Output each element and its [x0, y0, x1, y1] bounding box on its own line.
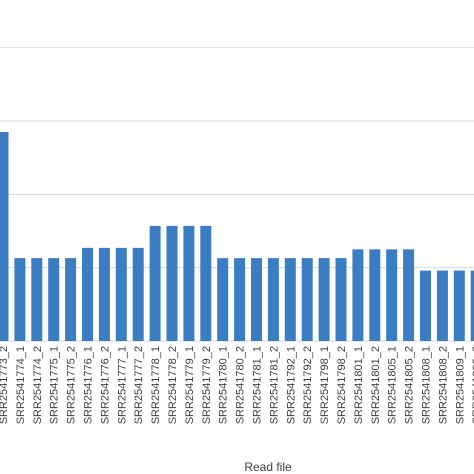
x-tick-label: SRR2541774_2 — [32, 346, 44, 424]
x-tick-label: SRR2541778_2 — [167, 346, 179, 424]
bar — [82, 247, 93, 341]
bar — [318, 258, 330, 341]
x-tick-label: SRR2541798_2 — [336, 346, 348, 424]
x-tick-label: SRR2541809_2 — [471, 346, 474, 424]
x-tick-label: SRR2541792_1 — [285, 346, 297, 424]
x-tick-label: SRR2541780_1 — [218, 346, 230, 424]
bar — [48, 258, 60, 341]
x-tick-label: SRR2541776_1 — [83, 346, 95, 424]
bar — [65, 258, 77, 341]
x-tick-label: SRR2541779_2 — [201, 346, 213, 424]
x-tick-label: SRR2541798_1 — [319, 346, 331, 424]
bar — [217, 258, 229, 341]
x-tick-label: SRR2541778_1 — [150, 346, 162, 424]
bar — [369, 249, 381, 341]
bar — [453, 270, 465, 341]
bar — [115, 247, 127, 341]
bar — [470, 270, 474, 341]
bar — [335, 258, 347, 341]
bar — [0, 132, 9, 341]
x-tick-label: SRR2541773_2 — [0, 346, 10, 424]
x-tick-label: SRR2541777_2 — [133, 346, 145, 424]
x-tick-label: SRR2541777_1 — [116, 346, 128, 424]
bar — [267, 258, 279, 341]
x-tick-label: SRR2541801_1 — [353, 346, 365, 424]
bar — [352, 249, 364, 341]
x-tick-label: SRR2541781_2 — [268, 346, 280, 424]
x-tick-label: SRR2541808_1 — [421, 346, 433, 424]
x-tick-label: SRR2541781_1 — [252, 346, 264, 424]
bar — [149, 225, 161, 341]
x-tick-label: SRR2541776_2 — [99, 346, 111, 424]
bar — [31, 258, 43, 341]
x-tick-label: SRR2541775_2 — [66, 346, 78, 424]
bar — [166, 225, 178, 341]
bar — [403, 249, 415, 341]
x-tick-label: SRR2541805_1 — [387, 346, 399, 424]
bar — [14, 258, 26, 341]
x-tick-label: SRR2541805_2 — [404, 346, 416, 424]
bar — [284, 258, 296, 341]
bar — [183, 225, 195, 341]
x-tick-label: SRR2541780_2 — [235, 346, 247, 424]
bar — [386, 249, 398, 341]
bar — [98, 247, 110, 341]
x-axis-title: Read file — [244, 460, 292, 474]
x-tick-label: SRR2541809_1 — [454, 346, 466, 424]
bar — [251, 258, 262, 341]
bar — [234, 258, 246, 341]
bar — [420, 270, 431, 341]
bar — [132, 247, 144, 341]
bar — [436, 270, 448, 341]
x-tick-label: SRR2541779_1 — [184, 346, 196, 424]
x-tick-label: SRR2541801_2 — [370, 346, 382, 424]
x-tick-label: SRR2541792_2 — [302, 346, 314, 424]
bar — [200, 225, 212, 341]
x-tick-label: SRR2541775_1 — [49, 346, 61, 424]
x-tick-label: SRR2541774_1 — [15, 346, 27, 424]
x-tick-label: SRR2541808_2 — [437, 346, 449, 424]
bar — [301, 258, 313, 341]
